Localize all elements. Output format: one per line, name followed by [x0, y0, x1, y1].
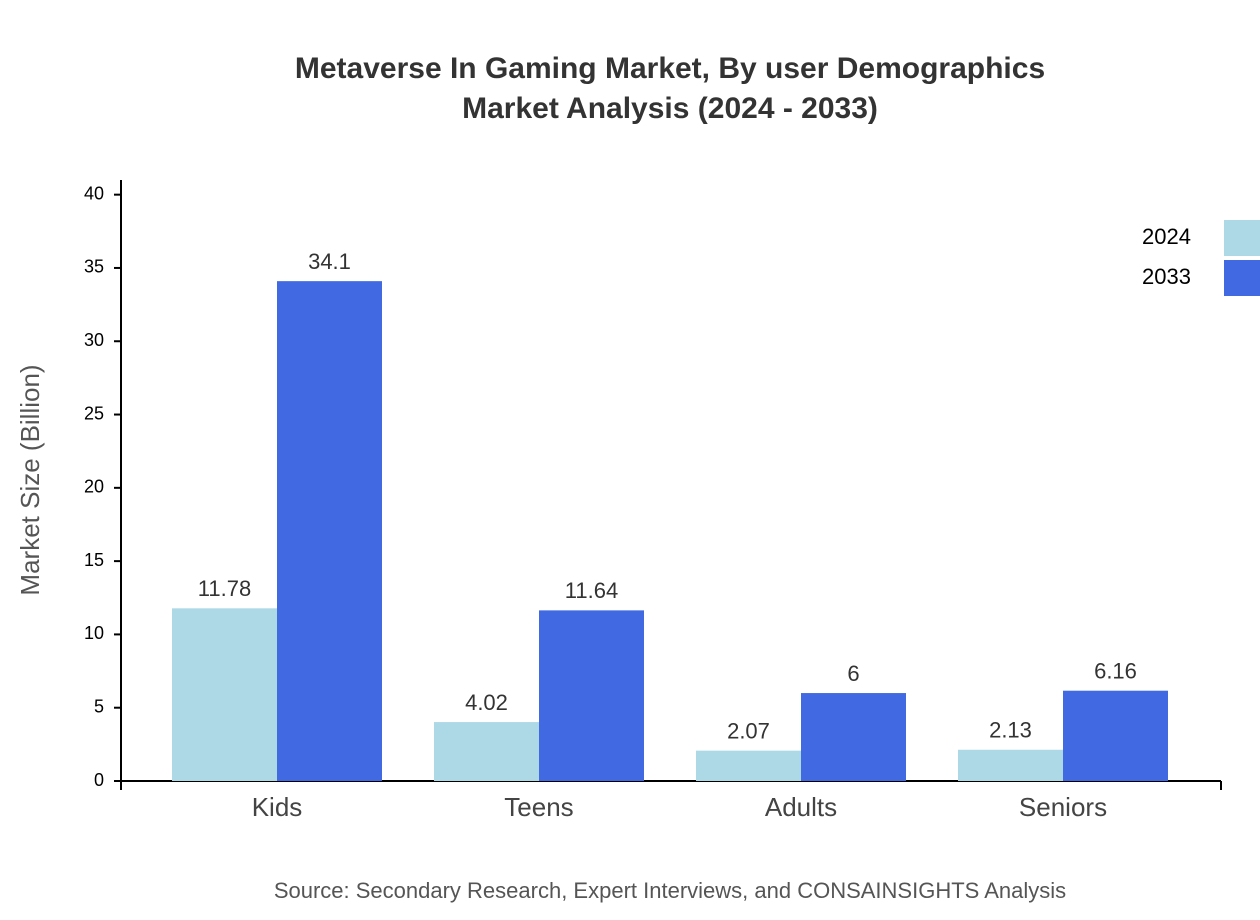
y-tick-label: 20	[84, 477, 104, 497]
bar	[172, 608, 277, 781]
bar	[801, 693, 906, 781]
bar	[539, 610, 644, 781]
value-label: 34.1	[308, 249, 351, 274]
y-tick-label: 5	[94, 696, 104, 716]
value-label: 2.07	[727, 718, 770, 743]
y-tick-label: 35	[84, 257, 104, 277]
x-tick-label: Adults	[765, 792, 837, 822]
value-label: 6	[847, 661, 859, 686]
x-tick-label: Seniors	[1019, 792, 1107, 822]
value-label: 4.02	[465, 690, 508, 715]
y-tick-label: 15	[84, 550, 104, 570]
legend-label: 2033	[1142, 264, 1191, 289]
bar	[277, 281, 382, 781]
bar	[696, 750, 801, 781]
y-tick-label: 40	[84, 183, 104, 203]
value-label: 2.13	[989, 718, 1032, 743]
y-tick-label: 30	[84, 330, 104, 350]
source-note: Source: Secondary Research, Expert Inter…	[274, 878, 1066, 903]
bar	[958, 749, 1063, 781]
legend-swatch	[1224, 260, 1260, 296]
chart-subtitle: Market Analysis (2024 - 2033)	[462, 92, 878, 125]
legend-swatch	[1224, 220, 1260, 256]
x-tick-label: Teens	[504, 792, 573, 822]
y-tick-label: 0	[94, 770, 104, 790]
x-tick-label: Kids	[252, 792, 303, 822]
y-axis-title: Market Size (Billion)	[15, 364, 45, 595]
bar	[434, 722, 539, 781]
chart-title: Metaverse In Gaming Market, By user Demo…	[295, 52, 1045, 85]
y-tick-label: 25	[84, 403, 104, 423]
legend-label: 2024	[1142, 224, 1191, 249]
bar	[1063, 690, 1168, 781]
y-tick-label: 10	[84, 623, 104, 643]
value-label: 6.16	[1094, 659, 1137, 684]
value-label: 11.64	[565, 578, 618, 603]
value-label: 11.78	[198, 576, 251, 601]
